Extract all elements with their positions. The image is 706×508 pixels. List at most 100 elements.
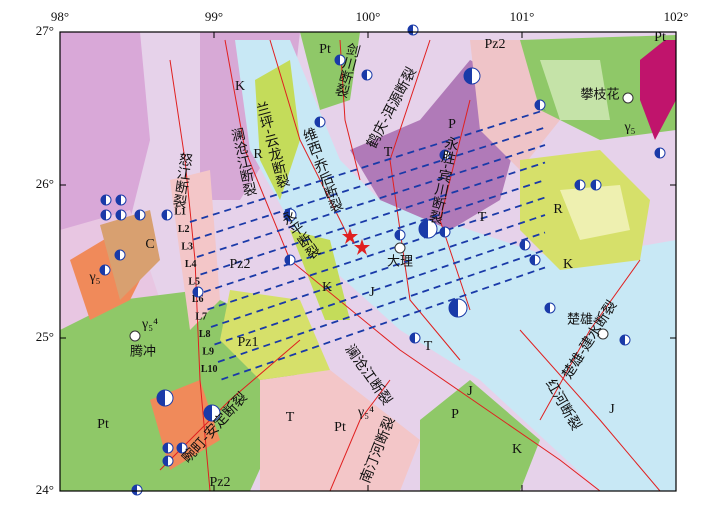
profile-line xyxy=(210,214,546,328)
unit-label: Pt xyxy=(334,420,346,435)
profile-label: L9 xyxy=(202,346,214,357)
focal-symbol-half xyxy=(395,230,400,240)
focal-symbol-half xyxy=(204,405,212,421)
place-marker xyxy=(622,92,634,104)
profile-line xyxy=(200,161,546,276)
focal-symbol-half xyxy=(101,195,106,205)
profile-label: L10 xyxy=(201,364,218,375)
unit-label: Pz2 xyxy=(485,37,506,52)
lat-label: 27° xyxy=(36,23,54,38)
unit-label: R xyxy=(253,147,263,162)
unit-label: Pt xyxy=(319,42,331,57)
focal-symbol-half xyxy=(193,287,198,297)
focal-symbol-half xyxy=(591,180,596,190)
lat-label: 25° xyxy=(36,329,54,344)
focal-symbol-half xyxy=(440,150,445,160)
place-marker xyxy=(129,330,141,342)
profile-label: L7 xyxy=(195,311,207,322)
focal-symbol-half xyxy=(655,148,660,158)
profile-line xyxy=(217,249,546,363)
focal-symbol-half xyxy=(101,210,106,220)
unit-label: Pt xyxy=(654,30,666,45)
unit-label: R xyxy=(553,202,563,217)
focal-symbol-half xyxy=(464,68,472,84)
focal-symbol-half xyxy=(520,240,525,250)
star xyxy=(342,228,358,244)
unit-label: C xyxy=(145,237,154,252)
focal-symbol-half xyxy=(177,443,182,453)
focal-symbol-half xyxy=(162,210,167,220)
unit-label: K xyxy=(235,79,245,94)
profile-line xyxy=(193,126,546,241)
focal-symbol-half xyxy=(449,299,458,317)
unit-label: Pz1 xyxy=(238,335,259,350)
unit-label: J xyxy=(467,384,473,399)
profile-label: L3 xyxy=(181,241,193,252)
lon-label: 99° xyxy=(205,9,223,24)
unit-label: γ₅ xyxy=(623,120,635,135)
place-label: 大理 xyxy=(387,255,413,270)
focal-symbol-half xyxy=(620,335,625,345)
profile-label: L2 xyxy=(178,224,190,235)
fault-label: 怒江断裂 xyxy=(170,151,194,209)
focal-symbol-half xyxy=(157,390,165,406)
unit-label: γ₅ xyxy=(88,270,100,285)
focal-symbol-half xyxy=(284,209,290,221)
focal-symbol-half xyxy=(410,333,415,343)
focal-symbol-half xyxy=(132,485,137,495)
profile-label: L4 xyxy=(185,259,197,270)
lon-label: 101° xyxy=(510,9,535,24)
place-label: 攀枝花 xyxy=(580,87,619,103)
focal-symbol-half xyxy=(530,255,535,265)
lon-label: 98° xyxy=(51,9,69,24)
place-marker xyxy=(394,242,406,254)
focal-symbol-half xyxy=(100,265,105,275)
unit-label: Pz2 xyxy=(230,257,251,272)
place-label: 腾冲 xyxy=(130,344,156,360)
star xyxy=(354,239,370,255)
geology xyxy=(60,32,676,491)
focal-symbol-half xyxy=(575,180,580,190)
unit-label: K xyxy=(512,442,522,457)
profile-label: L1 xyxy=(174,206,186,217)
unit-label: K xyxy=(322,280,332,295)
place-marker xyxy=(597,328,609,340)
focal-symbol-half xyxy=(163,456,168,466)
unit-label: Pt xyxy=(97,417,109,432)
unit-label: T xyxy=(384,145,393,160)
unit-label: Pz2 xyxy=(210,475,231,490)
profile-line xyxy=(214,231,546,346)
profile-line xyxy=(196,144,546,258)
focal-symbol-half xyxy=(116,195,121,205)
unit-label: T xyxy=(286,410,295,425)
unit-label: J xyxy=(609,402,615,417)
focal-symbol-half xyxy=(135,210,140,220)
lat-label: 26° xyxy=(36,176,54,191)
unit-label: K xyxy=(563,257,573,272)
lon-label: 102° xyxy=(664,9,689,24)
focal-symbol-half xyxy=(115,250,120,260)
focal-symbol-half xyxy=(362,70,367,80)
place-label: 楚雄 xyxy=(567,313,593,328)
profile-label: L8 xyxy=(199,329,211,340)
fault-group: 怒江断裂 xyxy=(170,151,194,209)
focal-symbol-half xyxy=(315,117,320,127)
profile-line xyxy=(189,109,546,223)
focal-symbol-half xyxy=(440,227,445,237)
lat-label: 24° xyxy=(36,482,54,497)
unit-label: P xyxy=(448,117,456,132)
profile-line xyxy=(221,266,546,381)
unit-label: T xyxy=(478,210,487,225)
profile-label: L5 xyxy=(188,276,200,287)
focal-symbol-half xyxy=(335,55,340,65)
unit-label: γ₅⁴ xyxy=(141,317,158,332)
focal-symbol-half xyxy=(163,443,168,453)
focal-mechanisms xyxy=(99,24,666,496)
focal-symbol-half xyxy=(535,100,540,110)
focal-symbol-half xyxy=(419,220,428,238)
lon-label: 100° xyxy=(356,9,381,24)
focal-symbol-half xyxy=(545,303,550,313)
unit-label: T xyxy=(424,339,433,354)
focal-symbol-half xyxy=(285,255,290,265)
